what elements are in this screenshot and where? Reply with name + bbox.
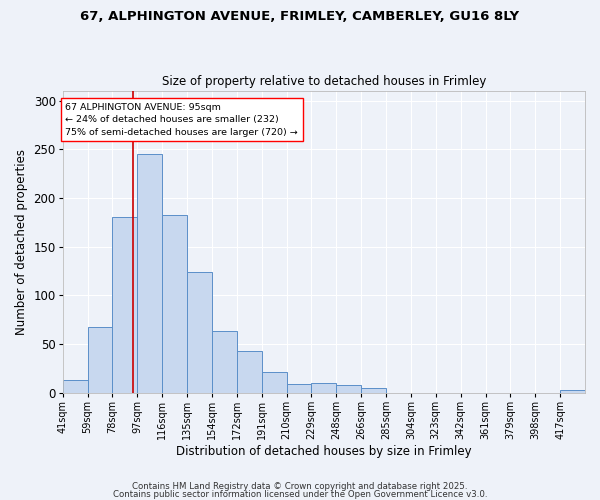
Bar: [88, 328, 112, 392]
Bar: [162, 214, 187, 392]
Text: 67, ALPHINGTON AVENUE, FRIMLEY, CAMBERLEY, GU16 8LY: 67, ALPHINGTON AVENUE, FRIMLEY, CAMBERLE…: [80, 10, 520, 23]
Bar: [212, 332, 237, 392]
Title: Size of property relative to detached houses in Frimley: Size of property relative to detached ho…: [161, 76, 486, 88]
Bar: [361, 388, 386, 392]
Text: Contains HM Land Registry data © Crown copyright and database right 2025.: Contains HM Land Registry data © Crown c…: [132, 482, 468, 491]
Bar: [237, 351, 262, 393]
Bar: [337, 385, 361, 392]
Bar: [262, 372, 287, 392]
Text: 67 ALPHINGTON AVENUE: 95sqm
← 24% of detached houses are smaller (232)
75% of se: 67 ALPHINGTON AVENUE: 95sqm ← 24% of det…: [65, 102, 298, 136]
Bar: [112, 216, 137, 392]
Bar: [560, 390, 585, 392]
Bar: [287, 384, 311, 392]
Text: Contains public sector information licensed under the Open Government Licence v3: Contains public sector information licen…: [113, 490, 487, 499]
Bar: [187, 272, 212, 392]
X-axis label: Distribution of detached houses by size in Frimley: Distribution of detached houses by size …: [176, 444, 472, 458]
Bar: [63, 380, 88, 392]
Y-axis label: Number of detached properties: Number of detached properties: [15, 149, 28, 335]
Bar: [311, 383, 337, 392]
Bar: [137, 154, 162, 392]
